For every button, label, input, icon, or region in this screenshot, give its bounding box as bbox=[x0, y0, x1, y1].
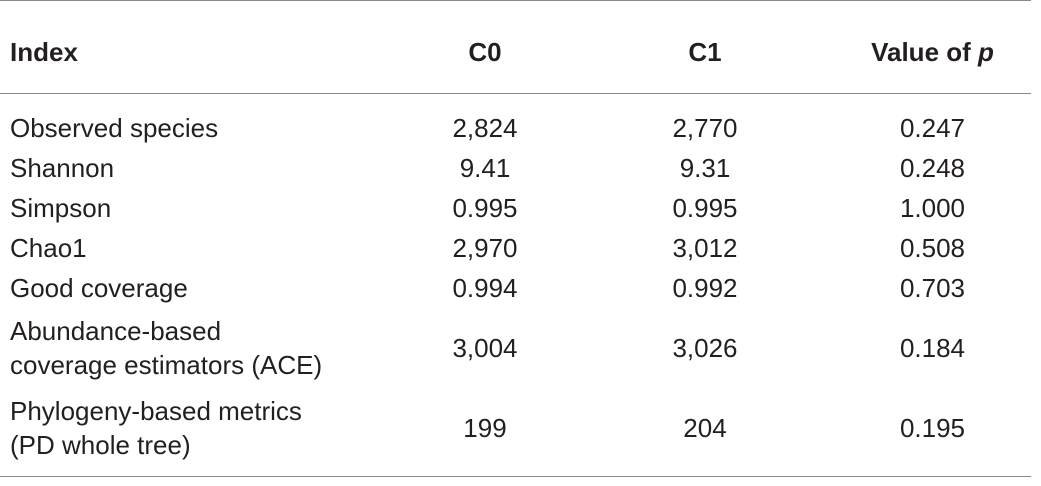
cell-c0: 3,004 bbox=[452, 332, 518, 363]
cell-c1: 204 bbox=[683, 412, 727, 443]
row-label-line: Good coverage bbox=[10, 272, 188, 303]
header-index: Index bbox=[10, 37, 78, 68]
row-label: Good coverage bbox=[0, 268, 374, 308]
cell-c1: 2,770 bbox=[672, 112, 738, 143]
cell-c0: 9.41 bbox=[459, 152, 511, 183]
row-label-line: Simpson bbox=[10, 192, 112, 223]
cell-p-value: 0.195 bbox=[899, 412, 966, 443]
cell-c1: 0.992 bbox=[672, 272, 738, 303]
table-row: Simpson 0.995 0.995 1.000 bbox=[0, 188, 1031, 228]
cell-c1: 0.995 bbox=[672, 192, 738, 223]
cell-p-value: 0.703 bbox=[899, 272, 966, 303]
table-row: Good coverage 0.994 0.992 0.703 bbox=[0, 268, 1031, 308]
alpha-diversity-table: Index C0 C1 Value of p Observed species 2… bbox=[0, 0, 1031, 468]
table-row: Observed species 2,824 2,770 0.247 bbox=[0, 108, 1031, 148]
row-label-line: Shannon bbox=[10, 152, 115, 183]
cell-c1: 3,012 bbox=[672, 232, 738, 263]
cell-p-value: 0.184 bbox=[899, 332, 966, 363]
table-body: Observed species 2,824 2,770 0.247 Shannon 9.… bbox=[0, 92, 1031, 468]
cell-c0: 2,970 bbox=[452, 232, 518, 263]
row-label: Shannon bbox=[0, 148, 374, 188]
row-label: Abundance-based coverage estimators (ACE) bbox=[0, 308, 374, 388]
header-p-symbol: p bbox=[978, 37, 994, 68]
row-label-line: (PD whole tree) bbox=[10, 429, 191, 460]
cell-c1: 9.31 bbox=[679, 152, 731, 183]
cell-c0: 0.994 bbox=[452, 272, 518, 303]
header-value-of-p: Value of p bbox=[814, 13, 1031, 93]
cell-c1: 3,026 bbox=[672, 332, 738, 363]
row-label: Chao1 bbox=[0, 228, 374, 268]
cell-p-value: 0.508 bbox=[899, 232, 966, 263]
table-row: Shannon 9.41 9.31 0.248 bbox=[0, 148, 1031, 188]
header-value-prefix: Value of bbox=[871, 37, 979, 68]
cell-c0: 199 bbox=[463, 412, 507, 443]
row-label-line: Chao1 bbox=[10, 232, 87, 263]
cell-c0: 0.995 bbox=[452, 192, 518, 223]
table-row: Chao1 2,970 3,012 0.508 bbox=[0, 228, 1031, 268]
row-label: Simpson bbox=[0, 188, 374, 228]
row-label-line: coverage estimators (ACE) bbox=[10, 349, 323, 380]
table-row: Phylogeny-based metrics (PD whole tree) 19… bbox=[0, 388, 1031, 468]
cell-p-value: 0.248 bbox=[899, 152, 966, 183]
row-label: Observed species bbox=[0, 108, 374, 148]
row-label: Phylogeny-based metrics (PD whole tree) bbox=[0, 388, 374, 468]
cell-p-value: 0.247 bbox=[899, 112, 966, 143]
row-label-line: Phylogeny-based metrics bbox=[10, 395, 302, 426]
cell-c0: 2,824 bbox=[452, 112, 518, 143]
bottom-rule bbox=[0, 476, 1031, 477]
header-row: Index C0 C1 Value of p bbox=[0, 13, 1031, 93]
header-c0: C0 bbox=[468, 37, 502, 68]
table-row: Abundance-based coverage estimators (ACE)… bbox=[0, 308, 1031, 388]
row-label-line: Observed species bbox=[10, 112, 219, 143]
header-c1: C1 bbox=[688, 37, 722, 68]
cell-p-value: 1.000 bbox=[899, 192, 966, 223]
row-label-line: Abundance-based bbox=[10, 315, 222, 346]
